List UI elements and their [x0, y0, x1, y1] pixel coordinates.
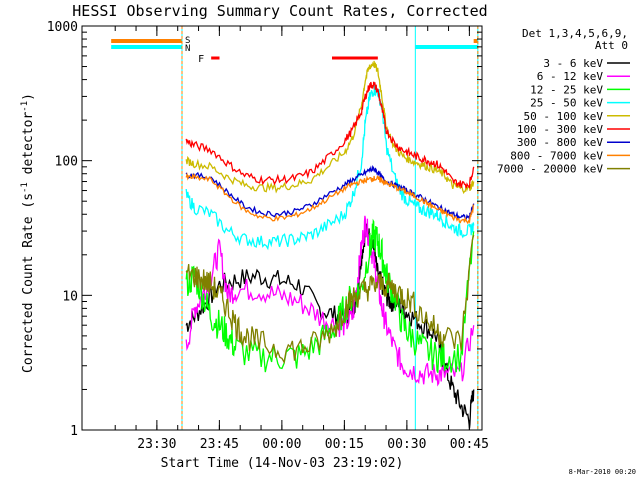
legend-header-line-1: Det 1,3,4,5,6,9,: [522, 27, 628, 40]
saa-label: S: [185, 36, 190, 46]
series-line-50-100-keV: [185, 60, 475, 195]
chart-title: HESSI Observing Summary Count Rates, Cor…: [72, 2, 487, 20]
legend-label: 25 - 50 keV: [530, 97, 603, 110]
x-tick-label: 23:30: [137, 437, 176, 452]
flare-label: F: [198, 54, 204, 65]
series-line-12-25-keV: [185, 218, 475, 373]
legend-label: 7000 - 20000 keV: [497, 163, 603, 176]
legend-label: 300 - 800 keV: [517, 136, 603, 149]
x-axis-label: Start Time (14-Nov-03 23:19:02): [161, 456, 404, 471]
series-line-25-50-keV: [185, 84, 475, 251]
legend-label: 100 - 300 keV: [517, 123, 603, 136]
x-tick-label: 00:00: [262, 437, 301, 452]
y-tick-label: 10: [62, 289, 78, 304]
x-tick-label: 00:45: [450, 437, 489, 452]
x-tick-label: 00:30: [387, 437, 426, 452]
x-tick-label: 00:15: [325, 437, 364, 452]
plot-frame: [81, 25, 483, 431]
y-axis-label: Corrected Count Rate (s-1 detector-1): [20, 93, 36, 373]
y-tick-label: 1000: [47, 20, 78, 35]
x-tick-label: 23:45: [200, 437, 239, 452]
plot-area: SNF: [81, 26, 479, 430]
y-tick-label: 100: [55, 155, 78, 170]
legend-label: 12 - 25 keV: [530, 83, 603, 96]
series-line-800-7000-keV: [185, 172, 475, 225]
series-line-6-12-keV: [185, 215, 475, 387]
legend-header-line-2: Att 0: [595, 39, 628, 52]
legend-label: 800 - 7000 keV: [510, 149, 603, 162]
night-label: N: [185, 44, 190, 54]
series-line-100-300-keV: [185, 81, 475, 189]
footer-date: 8-Mar-2010 00:20: [569, 468, 636, 476]
legend-label: 50 - 100 keV: [524, 110, 604, 123]
legend-label: 3 - 6 keV: [543, 57, 603, 70]
series-line-7000-20000-keV: [185, 234, 475, 365]
y-tick-label: 1: [70, 424, 78, 439]
legend-label: 6 - 12 keV: [537, 70, 604, 83]
